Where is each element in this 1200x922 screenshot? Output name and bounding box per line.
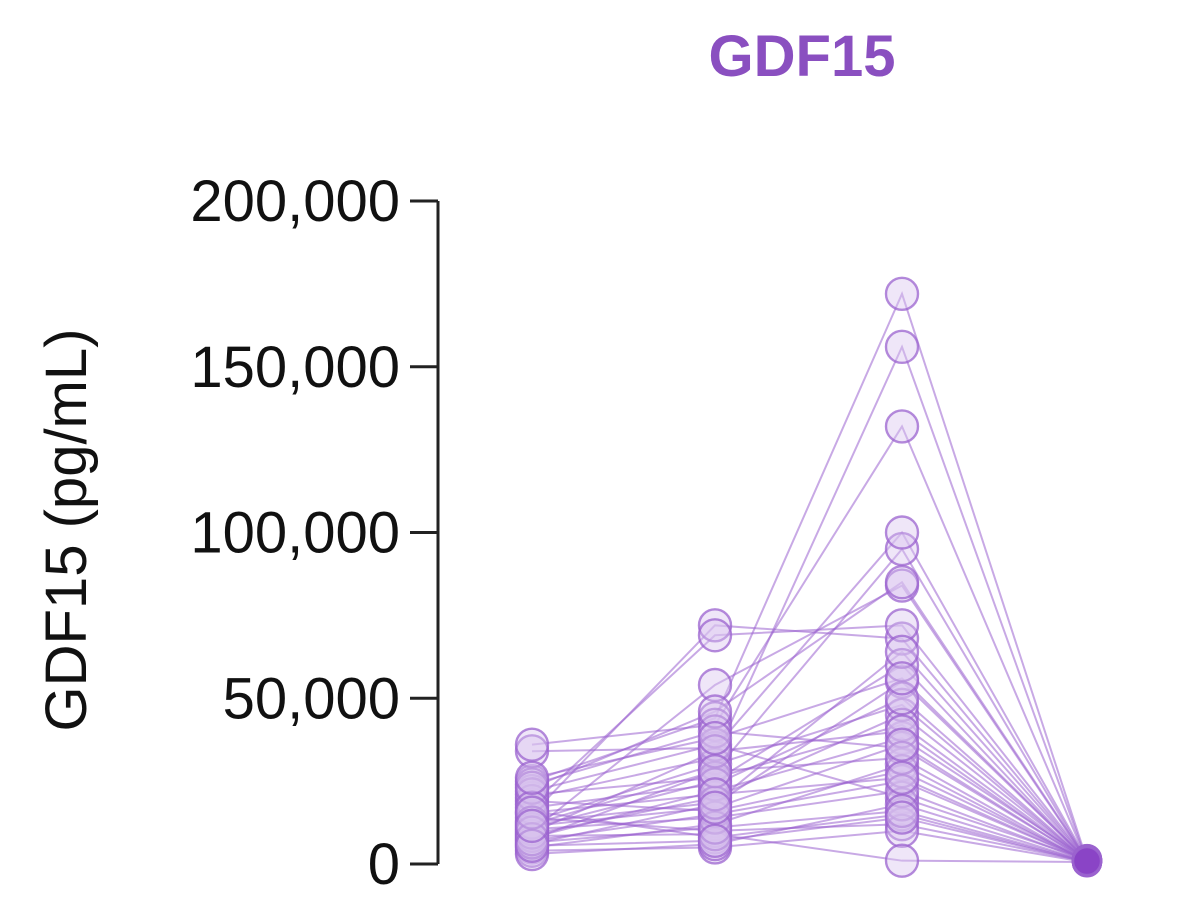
data-point [697,790,733,825]
data-point [884,727,920,762]
data-point [697,694,733,729]
paired-line [531,424,1088,862]
y-tick-label: 100,000 [190,501,400,566]
data-points [514,276,1103,878]
paired-line [531,580,1088,861]
y-tick-label: 0 [368,832,400,897]
y-tick-label: 150,000 [190,335,400,400]
data-point [514,808,550,844]
data-point [697,734,733,769]
data-point [1071,845,1103,877]
data-point [697,777,733,812]
paired-line [531,547,1088,862]
data-point [514,760,550,796]
data-point [697,618,733,653]
y-tick-label: 200,000 [190,169,400,234]
paired-line [531,344,1088,862]
paired-line [531,780,1088,862]
data-point [884,276,920,312]
data-point [884,813,920,849]
paired-line [531,809,1088,863]
data-point [697,667,733,703]
paired-line [531,624,1088,860]
data-point [884,634,920,670]
data-point [884,760,920,796]
data-point [884,329,920,365]
data-point [884,714,920,749]
data-point [884,515,920,550]
paired-lines [531,291,1088,864]
paired-line [531,743,1088,862]
data-point [697,608,733,643]
data-point [514,795,550,830]
data-point [514,727,550,762]
paired-line [531,650,1088,862]
data-point [514,770,550,805]
paired-line [531,816,1088,863]
y-axis-label: GDF15 (pg/mL) [34,329,99,732]
chart-title: GDF15 [709,24,896,89]
data-point [884,409,920,444]
data-point [884,565,920,600]
data-point [884,843,920,878]
data-point [884,608,920,643]
paired-line [531,743,1088,861]
y-tick-label: 50,000 [223,666,400,731]
data-point [697,823,733,858]
paired-line [531,723,1088,862]
data-point [884,740,920,776]
data-point [697,720,733,756]
data-point [884,621,920,656]
paired-line [531,677,1088,861]
paired-line [531,803,1088,863]
data-point [884,661,920,696]
paired-line [531,730,1088,862]
paired-line [531,776,1088,862]
y-axis-ticks: 0 50,000 100,000 150,000 200,000 [190,169,438,897]
paired-line [531,756,1088,863]
data-point [884,800,920,835]
paired-line [531,790,1088,862]
